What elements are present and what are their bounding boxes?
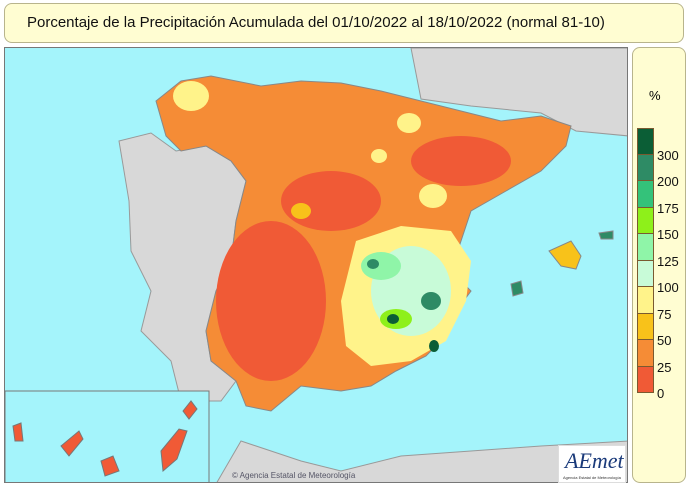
dry-area-west [216,221,326,381]
legend-label: 50 [657,333,672,348]
mallorca [548,240,582,270]
legend-label: 0 [657,386,665,401]
legend-label: 25 [657,359,672,375]
copyright-text: © Agencia Estatal de Meteorología [232,471,356,480]
dry-area-center [281,171,381,231]
legend-swatch [637,287,654,314]
legend-swatch [637,340,654,367]
legend-swatch [637,154,654,181]
legend-swatch [637,207,654,234]
legend-label: 300 [657,147,679,163]
dry-area-northeast [411,136,511,186]
legend-swatch [637,313,654,340]
africa-land [216,440,627,482]
legend-colorbar [637,128,654,393]
ibiza [510,280,524,297]
legend-label: 175 [657,200,679,216]
legend-label: 150 [657,227,679,242]
legend-label: 75 [657,306,672,322]
map-svg [5,48,627,482]
legend-swatch [637,260,654,287]
legend-swatch [637,234,654,261]
legend-label: 125 [657,253,679,269]
aemet-logo: AEmet Agencia Estatal de Meteorología [558,445,626,483]
legend-swatch [637,128,654,155]
legend-label: 100 [657,280,679,295]
legend: % 300 200 175 150 125 100 75 50 25 0 [632,47,686,483]
legend-unit: % [649,88,661,103]
legend-label: 200 [657,174,679,189]
legend-swatch [637,181,654,208]
menorca [598,230,614,240]
map-title: Porcentaje de la Precipitación Acumulada… [4,3,684,43]
canary-islands [12,400,198,477]
precipitation-map [4,47,628,483]
legend-swatch [637,366,654,393]
